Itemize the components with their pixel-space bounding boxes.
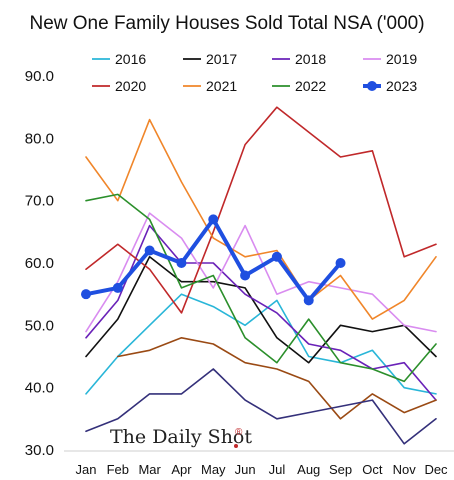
series-line-2016 bbox=[85, 293, 437, 395]
legend-label: 2019 bbox=[386, 51, 417, 67]
x-tick-label: Jun bbox=[235, 462, 256, 477]
x-tick-label: Jul bbox=[269, 462, 286, 477]
chart-title: New One Family Houses Sold Total NSA ('0… bbox=[29, 13, 424, 34]
legend-entry-2019: 2019 bbox=[363, 51, 417, 67]
data-point-2023 bbox=[208, 214, 219, 225]
series-line-2018 bbox=[85, 224, 437, 401]
data-point-2023 bbox=[240, 270, 251, 281]
y-tick-label: 30.0 bbox=[25, 442, 54, 459]
legend-label: 2022 bbox=[295, 78, 326, 94]
y-tick-label: 70.0 bbox=[25, 193, 54, 210]
x-tick-label: Aug bbox=[297, 462, 320, 477]
data-point-2023 bbox=[303, 295, 314, 306]
watermark-registered-mark: ® bbox=[235, 427, 243, 438]
series-lines bbox=[81, 106, 437, 445]
y-tick-label: 40.0 bbox=[25, 380, 54, 397]
legend-marker bbox=[367, 81, 377, 91]
y-tick-label: 80.0 bbox=[25, 130, 54, 147]
series-line-unlabeled-9 bbox=[85, 368, 437, 445]
data-point-2023 bbox=[176, 258, 187, 268]
data-point-2023 bbox=[81, 289, 91, 300]
series-line-2021 bbox=[85, 118, 437, 320]
series-line-2020 bbox=[85, 106, 437, 314]
y-tick-label: 50.0 bbox=[25, 317, 54, 334]
legend-label: 2017 bbox=[206, 51, 237, 67]
series-line-2017 bbox=[85, 255, 437, 364]
legend-label: 2021 bbox=[206, 78, 237, 94]
watermark-text: The Daily Shot bbox=[110, 426, 252, 448]
x-tick-label: Nov bbox=[393, 462, 417, 477]
x-tick-label: Oct bbox=[362, 462, 383, 477]
legend-entry-2023: 2023 bbox=[363, 78, 417, 94]
legend-label: 2023 bbox=[386, 78, 417, 94]
x-tick-label: Dec bbox=[424, 462, 448, 477]
legend-label: 2020 bbox=[115, 78, 146, 94]
legend-label: 2016 bbox=[115, 51, 146, 67]
x-tick-label: Apr bbox=[171, 462, 192, 477]
y-axis: 30.0 40.0 50.0 60.0 70.0 80.0 90.0 bbox=[25, 68, 54, 459]
data-point-2023 bbox=[144, 245, 155, 256]
watermark-dot bbox=[234, 444, 238, 448]
series-line-2022 bbox=[85, 193, 437, 383]
legend-label: 2018 bbox=[295, 51, 326, 67]
series-line-unlabeled-8 bbox=[117, 336, 437, 420]
watermark: The Daily Shot ® bbox=[110, 426, 252, 448]
x-tick-label: Feb bbox=[107, 462, 129, 477]
y-tick-label: 90.0 bbox=[25, 68, 54, 85]
x-tick-label: Jan bbox=[76, 462, 97, 477]
legend-entry-2021: 2021 bbox=[183, 78, 237, 94]
data-point-2023 bbox=[112, 282, 123, 293]
y-tick-label: 60.0 bbox=[25, 255, 54, 272]
x-tick-label: May bbox=[201, 462, 226, 477]
legend-entry-2016: 2016 bbox=[92, 51, 146, 67]
legend-entry-2020: 2020 bbox=[92, 78, 146, 94]
legend: 2016 2017 2018 2019 2020 2021 2022 2023 bbox=[92, 51, 417, 94]
x-tick-label: Sep bbox=[329, 462, 352, 477]
x-tick-labels: Jan Feb Mar Apr May Jun Jul Aug Sep Oct Nov Dec bbox=[76, 462, 449, 477]
data-point-2023 bbox=[335, 258, 346, 268]
x-tick-label: Mar bbox=[138, 462, 161, 477]
legend-entry-2018: 2018 bbox=[272, 51, 326, 67]
legend-entry-2022: 2022 bbox=[272, 78, 326, 94]
series-line-2019 bbox=[85, 212, 437, 333]
legend-entry-2017: 2017 bbox=[183, 51, 237, 67]
data-point-2023 bbox=[271, 251, 282, 262]
